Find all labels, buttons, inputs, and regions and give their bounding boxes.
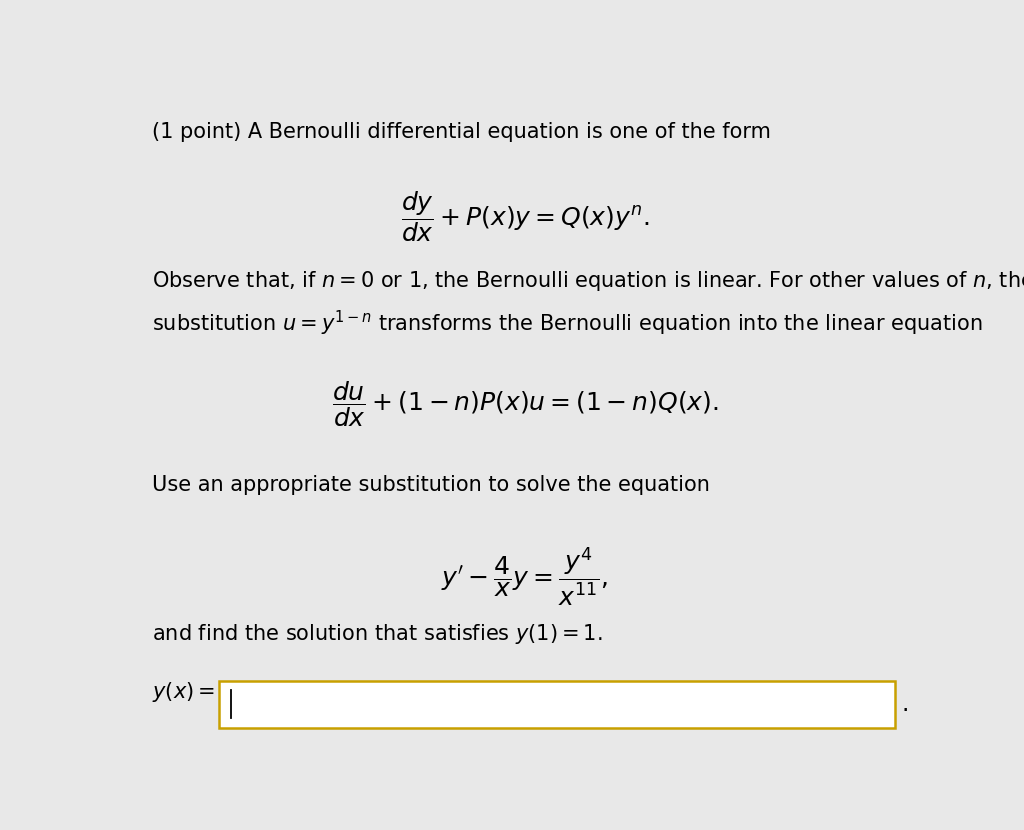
Text: (1 point) A Bernoulli differential equation is one of the form: (1 point) A Bernoulli differential equat…	[152, 122, 771, 142]
Text: substitution $u = y^{1-n}$ transforms the Bernoulli equation into the linear equ: substitution $u = y^{1-n}$ transforms th…	[152, 310, 982, 339]
Text: $\dfrac{dy}{dx} + P(x)y = Q(x)y^n.$: $\dfrac{dy}{dx} + P(x)y = Q(x)y^n.$	[400, 189, 649, 244]
FancyBboxPatch shape	[219, 681, 895, 728]
Text: $\dfrac{du}{dx} + (1-n)P(x)u = (1-n)Q(x).$: $\dfrac{du}{dx} + (1-n)P(x)u = (1-n)Q(x)…	[332, 379, 718, 429]
Text: Use an appropriate substitution to solve the equation: Use an appropriate substitution to solve…	[152, 476, 710, 496]
Text: $y(x) =$: $y(x) =$	[152, 680, 215, 704]
Text: $y' - \dfrac{4}{x}y = \dfrac{y^4}{x^{11}},$: $y' - \dfrac{4}{x}y = \dfrac{y^4}{x^{11}…	[441, 545, 608, 608]
Text: .: .	[902, 692, 909, 716]
Text: and find the solution that satisfies $y(1) = 1.$: and find the solution that satisfies $y(…	[152, 622, 602, 647]
Text: Observe that, if $n = 0$ or $1$, the Bernoulli equation is linear. For other val: Observe that, if $n = 0$ or $1$, the Ber…	[152, 269, 1024, 293]
